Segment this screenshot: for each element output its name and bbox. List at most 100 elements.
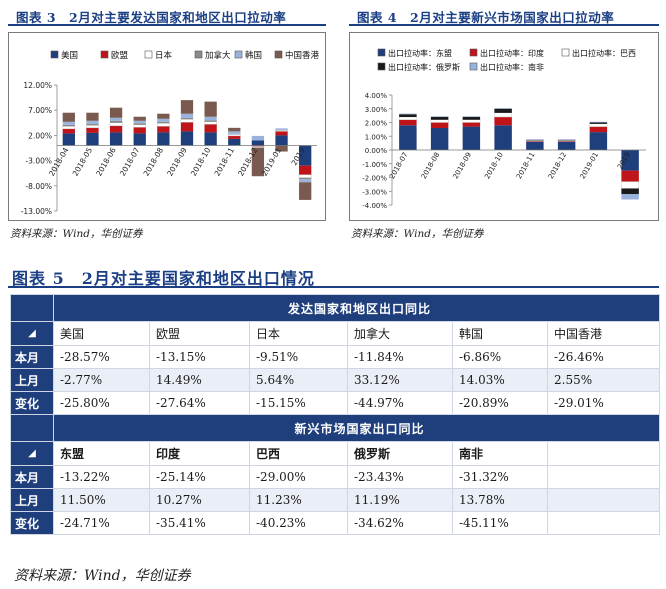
table-cell: -24.71% <box>53 511 150 535</box>
bar-segment <box>157 126 170 133</box>
bar-segment <box>462 122 481 127</box>
chart-legend: 美国 欧盟 日本 加拿大 韩国 中国香港 <box>50 50 320 61</box>
section-2-header: 新兴市场国家出口同比 <box>52 414 661 442</box>
legend-label: 出口拉动率：巴西 <box>572 48 636 58</box>
bar-segment <box>180 113 194 118</box>
legend-label: 日本 <box>155 50 173 61</box>
bar-segment <box>589 121 608 123</box>
table-cell: -11.84% <box>347 345 453 369</box>
bar-segment <box>251 148 265 177</box>
table-cell: -25.80% <box>53 391 150 415</box>
bar-segment <box>109 120 123 123</box>
y-tick-label: -3.00% <box>362 188 387 196</box>
bar-segment <box>228 131 241 134</box>
x-tick-label: 2018-11 <box>515 151 537 180</box>
bar-segment <box>62 121 75 125</box>
bar-segment <box>557 140 576 142</box>
col-header: 美国 <box>53 321 150 346</box>
legend-swatch <box>274 50 283 59</box>
table-cell: -31.32% <box>452 465 548 489</box>
bar-segment <box>180 122 194 132</box>
bar-segment <box>462 116 481 117</box>
table-row: 本月 -28.57% -13.15% -9.51% -11.84% -6.86%… <box>10 345 661 369</box>
x-tick-label: 2019-01 <box>579 151 601 180</box>
legend-label: 韩国 <box>245 50 262 61</box>
figure-3: 图表 3 2月对主要发达国家和地区出口拉动率 美国 欧盟 日本 加拿大 韩国 中国香港 12… <box>8 4 326 241</box>
x-tick-label: 2018-10 <box>483 151 505 180</box>
table-cell: -2.77% <box>53 368 150 392</box>
bar-segment <box>557 141 576 150</box>
legend-swatch <box>377 48 386 57</box>
table-cell: -35.41% <box>149 511 250 535</box>
legend-swatch <box>561 48 570 57</box>
bar-segment <box>557 139 576 141</box>
y-tick-label: 3.00% <box>365 106 388 114</box>
table-cell: -13.22% <box>53 465 150 489</box>
bar-segment <box>275 135 288 146</box>
bar-segment <box>299 182 312 200</box>
legend-swatch <box>194 50 203 59</box>
figure-3-title: 图表 3 2月对主要发达国家和地区出口拉动率 <box>8 4 326 26</box>
x-tick-label: 2018-05 <box>71 146 95 178</box>
y-tick-label: -1.00% <box>362 161 387 169</box>
bar-segment <box>109 107 123 118</box>
col-header: 欧盟 <box>149 321 250 346</box>
figure-3-svg: 美国 欧盟 日本 加拿大 韩国 中国香港 12.00% 7.00% 2.00% -3.00% -8.… <box>21 50 320 216</box>
legend-swatch <box>377 62 386 71</box>
bar-segment <box>204 120 217 122</box>
legend-swatch <box>469 62 478 71</box>
bar-segment <box>86 123 99 126</box>
bar-segment <box>430 119 449 123</box>
bar-segment <box>494 117 512 126</box>
bar-segment <box>133 123 146 125</box>
table-cell: 2.55% <box>546 368 661 392</box>
table-cell: 11.50% <box>53 488 150 512</box>
table-corner <box>10 294 54 322</box>
table-cell: -20.89% <box>452 391 548 415</box>
table-corner-arrow-2: ◢ <box>10 441 54 466</box>
row-label: 变化 <box>10 391 54 415</box>
bar-segment <box>228 138 241 146</box>
bar-segment <box>157 132 170 146</box>
bar-segment <box>62 133 75 146</box>
table-row: 变化 -24.71% -35.41% -40.23% -34.62% -45.1… <box>10 511 661 535</box>
bar-segment <box>251 147 265 148</box>
table-cell: 33.12% <box>347 368 453 392</box>
col-header: 加拿大 <box>347 321 453 346</box>
x-tick-label: 2018-09 <box>452 151 474 180</box>
bar-segment <box>557 141 576 142</box>
y-tick-label: 7.00% <box>28 106 52 115</box>
legend-label: 欧盟 <box>111 50 129 61</box>
legend-label: 出口拉动率：东盟 <box>388 48 452 58</box>
bar-segment <box>526 139 544 141</box>
bar-segment <box>227 134 241 137</box>
bar-segment <box>157 113 170 119</box>
row-label: 上月 <box>10 488 54 512</box>
bar-segment <box>180 100 194 114</box>
x-tick-label: 2018-07 <box>118 146 142 178</box>
bar-segment <box>62 128 75 134</box>
figure-3-source: 资料来源：Wind，华创证券 <box>10 228 143 240</box>
bar-segment <box>109 125 123 133</box>
bar-segment <box>430 117 449 120</box>
bar-segment <box>299 177 312 180</box>
table-cell: 14.49% <box>149 368 250 392</box>
figure-4: 图表 4 2月对主要新兴市场国家出口拉动率 出口拉动率：东盟 出口拉动率：印度 出口… <box>349 4 659 241</box>
table-5: 发达国家和地区出口同比 ◢ 美国 欧盟 日本 加拿大 韩国 中国香港 本月 -2… <box>10 294 661 535</box>
x-tick-label: 2018-07 <box>388 151 410 180</box>
bar-segment <box>430 128 449 150</box>
bar-segment <box>494 108 512 113</box>
x-tick-label: 2018-09 <box>165 146 189 178</box>
bar-segment <box>86 125 99 129</box>
legend-label: 出口拉动率：南非 <box>480 62 544 72</box>
bar-segment <box>621 181 640 189</box>
row-label: 本月 <box>10 345 54 369</box>
col-header: 东盟 <box>53 441 150 466</box>
bar-segment <box>133 116 146 121</box>
table-cell: -29.01% <box>546 391 661 415</box>
bar-segment <box>299 179 312 183</box>
table-cell: -44.97% <box>347 391 453 415</box>
bar-segment <box>204 132 217 146</box>
